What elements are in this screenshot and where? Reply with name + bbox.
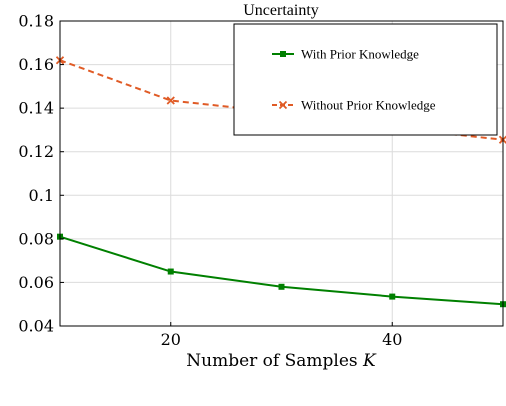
- y-tick-label: 0.08: [18, 229, 54, 248]
- y-tick-label: 0.16: [18, 55, 54, 74]
- x-axis-title: Number of Samples K: [186, 351, 377, 371]
- axis-ticks: 0.04 0.06 0.08 0.1 0.12 0.14 0.16 0.18 20 40: [18, 12, 402, 350]
- y-tick-label: 0.12: [18, 142, 54, 161]
- data-point-square: [167, 268, 174, 275]
- x-axis-variable: K: [362, 351, 377, 371]
- x-axis-title-text: Number of Samples: [186, 351, 357, 371]
- y-tick-label: 0.04: [18, 317, 54, 336]
- legend-marker-square: [280, 51, 286, 57]
- legend-label-without-prior: Without Prior Knowledge: [301, 98, 436, 113]
- y-tick-label: 0.1: [29, 186, 54, 205]
- legend-item-with-prior: With Prior Knowledge: [272, 47, 419, 62]
- data-point-square: [389, 293, 396, 300]
- legend: With Prior Knowledge Without Prior Knowl…: [233, 23, 498, 136]
- chart-title: Uncertainty: [243, 2, 319, 19]
- data-point-x: [166, 96, 175, 105]
- plot-area-frame: [59, 20, 504, 327]
- y-tick-label: 0.14: [18, 99, 54, 118]
- x-tick-label: 40: [382, 330, 402, 349]
- series-line-0: [59, 235, 504, 306]
- legend-box: [233, 23, 498, 136]
- y-tick-label: 0.06: [18, 273, 54, 292]
- data-point-square: [278, 283, 285, 290]
- y-tick-label: 0.18: [18, 12, 54, 31]
- legend-marker-x: [278, 100, 288, 110]
- x-tick-label: 20: [161, 330, 181, 349]
- legend-item-without-prior: Without Prior Knowledge: [272, 98, 436, 113]
- legend-label-with-prior: With Prior Knowledge: [301, 47, 419, 62]
